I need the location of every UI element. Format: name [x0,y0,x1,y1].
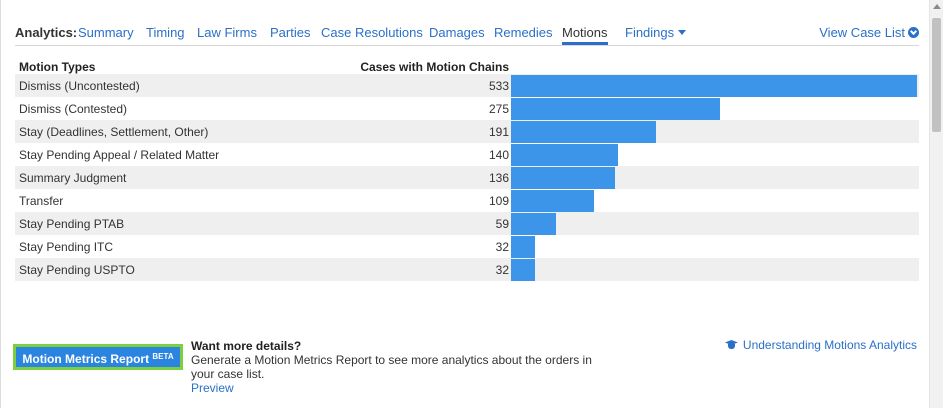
case-count: 32 [495,263,509,277]
case-count: 32 [495,240,509,254]
graduation-cap-icon [724,340,739,350]
motion-type-label: Stay Pending USPTO [19,263,135,277]
case-count: 136 [488,171,509,185]
tab-label: Law Firms [197,25,257,40]
analytics-label: Analytics: [15,25,78,40]
tab-label: Motions [562,25,608,40]
table-row[interactable]: Dismiss (Uncontested) 533 [15,74,919,97]
table-row[interactable]: Stay Pending ITC 32 [15,235,919,258]
case-count: 109 [488,194,509,208]
column-header-motion-types: Motion Types [19,60,96,74]
caret-down-icon [678,30,687,35]
more-details-text: Generate a Motion Metrics Report to see … [191,353,592,381]
count-bar[interactable] [511,167,615,189]
view-case-list-link[interactable]: View Case List [819,25,919,40]
understanding-motions-link[interactable]: Understanding Motions Analytics [724,338,917,352]
report-button-label: Motion Metrics Report [22,352,150,366]
case-count: 140 [488,148,509,162]
column-header-cases: Cases with Motion Chains [360,60,509,74]
table-row[interactable]: Dismiss (Contested) 275 [15,97,919,120]
more-details: Want more details? Generate a Motion Met… [191,339,611,395]
motion-type-label: Stay Pending ITC [19,240,114,254]
table-row[interactable]: Stay Pending PTAB 59 [15,212,919,235]
count-bar[interactable] [511,190,594,212]
count-bar[interactable] [511,259,535,281]
tab-timing[interactable]: Timing [146,25,185,40]
motion-metrics-report-button[interactable]: Motion Metrics Report BETA [13,344,183,370]
case-count: 275 [488,102,509,116]
count-bar[interactable] [511,236,535,258]
tab-remedies[interactable]: Remedies [494,25,553,40]
tab-law-firms[interactable]: Law Firms [197,25,257,40]
tab-motions[interactable]: Motions [562,25,608,45]
motion-type-label: Stay Pending PTAB [19,217,125,231]
tab-label: Parties [270,25,311,40]
table-row[interactable]: Stay Pending Appeal / Related Matter 140 [15,143,919,166]
count-bar[interactable] [511,213,556,235]
scroll-up-arrow-icon[interactable] [933,4,941,9]
motions-table: Motion Types Cases with Motion Chains Di… [15,52,919,281]
tab-label: Case Resolutions [321,25,423,40]
case-count: 191 [488,125,509,139]
case-count: 59 [495,217,509,231]
motion-type-label: Dismiss (Uncontested) [19,79,140,93]
table-row[interactable]: Stay (Deadlines, Settlement, Other) 191 [15,120,919,143]
tab-damages[interactable]: Damages [429,25,485,40]
tab-summary[interactable]: Summary [78,25,134,40]
understanding-link-label: Understanding Motions Analytics [742,338,917,352]
motion-type-label: Summary Judgment [19,171,127,185]
table-row[interactable]: Summary Judgment 136 [15,166,919,189]
tab-parties[interactable]: Parties [270,25,310,40]
count-bar[interactable] [511,75,917,97]
circle-arrow-icon [908,27,919,38]
motion-type-label: Stay (Deadlines, Settlement, Other) [19,125,209,139]
vertical-scrollbar[interactable] [929,0,943,408]
count-bar[interactable] [511,121,656,143]
table-row[interactable]: Transfer 109 [15,189,919,212]
tab-findings[interactable]: Findings [625,25,687,40]
motion-type-label: Dismiss (Contested) [19,102,128,116]
tab-label: Findings [625,25,675,40]
nav-divider [15,45,919,46]
tab-label: Remedies [494,25,553,40]
tab-label: Timing [146,25,185,40]
motion-type-label: Transfer [19,194,64,208]
beta-badge: BETA [152,352,174,361]
preview-link[interactable]: Preview [191,381,234,395]
table-row[interactable]: Stay Pending USPTO 32 [15,258,919,281]
more-details-heading: Want more details? [191,339,302,353]
table-body: Dismiss (Uncontested) 533 Dismiss (Contest… [15,74,919,281]
motion-type-label: Stay Pending Appeal / Related Matter [19,148,220,162]
count-bar[interactable] [511,144,618,166]
table-header: Motion Types Cases with Motion Chains [15,52,919,74]
tab-label: Damages [429,25,485,40]
tab-label: Summary [78,25,134,40]
case-count: 533 [488,79,509,93]
view-case-list-label: View Case List [819,25,905,40]
scroll-thumb[interactable] [932,18,941,132]
tab-case-resolutions[interactable]: Case Resolutions [321,25,423,40]
count-bar[interactable] [511,98,720,120]
analytics-nav: Analytics: Summary Timing Law Firms Parties… [15,22,919,45]
